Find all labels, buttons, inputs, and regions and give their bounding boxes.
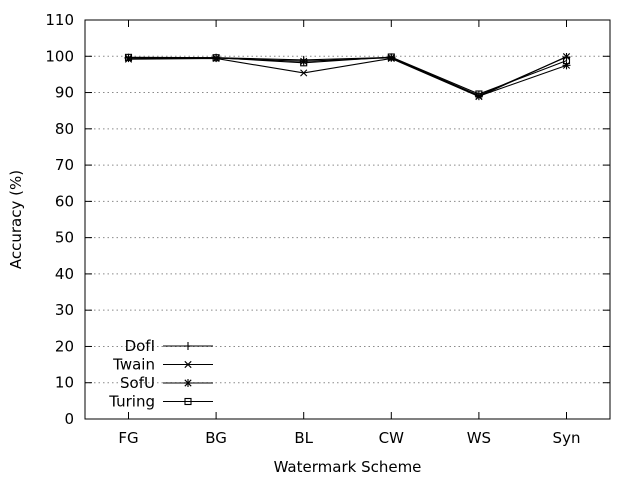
marker-stroke [212, 54, 220, 62]
axes: 0 10 20 30 40 50 60 70 80 90 100 110 FG BG BL CW WS Syn [45, 11, 610, 447]
plot-frame [84, 19, 611, 420]
legend-label: DofI [125, 337, 155, 355]
y-tick-label: 80 [55, 120, 74, 138]
y-axis-label: Accuracy (%) [7, 170, 25, 269]
marker-stroke [475, 92, 483, 100]
y-tick-label: 100 [45, 47, 74, 65]
series-sofu [124, 53, 571, 101]
series-line [128, 56, 567, 97]
y-tick-label: 20 [55, 337, 74, 355]
x-tick-label: WS [467, 429, 491, 447]
x-tick-label: BL [294, 429, 313, 447]
x-tick-label: CW [379, 429, 404, 447]
legend-item-sofu: SofU [120, 374, 213, 392]
square-marker [475, 90, 483, 98]
marker-stroke [562, 53, 571, 61]
cross-marker [300, 69, 308, 77]
series-layer [124, 52, 571, 101]
marker-stroke [124, 53, 133, 61]
cross-marker [184, 360, 192, 369]
y-tick-label: 0 [64, 410, 74, 428]
x-axis-label: Watermark Scheme [274, 458, 422, 476]
y-tick-label: 60 [55, 192, 74, 210]
y-tick-label: 10 [55, 374, 74, 392]
marker-stroke [562, 57, 571, 65]
marker-stroke [184, 360, 192, 369]
x-tick-label: Syn [553, 429, 581, 447]
legend-label: SofU [120, 374, 155, 392]
series-line [128, 57, 567, 97]
legend-item-dofi: DofI [125, 337, 213, 355]
marker-stroke [475, 90, 483, 98]
square-marker [124, 53, 133, 61]
square-marker [562, 57, 571, 65]
cross-marker [562, 53, 571, 61]
marker-stroke [184, 397, 192, 406]
y-tick-label: 50 [55, 229, 74, 247]
series-line [128, 56, 567, 95]
y-tick-label: 30 [55, 301, 74, 319]
y-tick-label: 90 [55, 84, 74, 102]
square-marker [300, 59, 308, 67]
marker-stroke [300, 59, 308, 67]
y-tick-label: 40 [55, 265, 74, 283]
x-tick-label: BG [205, 429, 227, 447]
legend-item-turing: Turing [108, 393, 213, 411]
legend-label: Turing [108, 393, 155, 411]
plus-marker [184, 342, 192, 350]
series-turing [124, 53, 571, 98]
square-marker [212, 54, 220, 62]
y-tick-label: 110 [45, 11, 74, 29]
square-marker [387, 53, 395, 61]
series-line [128, 56, 567, 98]
marker-stroke [184, 379, 192, 387]
y-tick-label: 70 [55, 156, 74, 174]
marker-stroke [300, 69, 308, 77]
grid-lines [85, 55, 610, 384]
marker-stroke [300, 57, 308, 65]
square-marker [184, 397, 192, 406]
star-marker [184, 379, 192, 387]
marker-stroke [387, 53, 395, 61]
legend-label: Twain [112, 356, 155, 374]
x-tick-label: FG [118, 429, 138, 447]
legend-item-twain: Twain [112, 356, 213, 374]
